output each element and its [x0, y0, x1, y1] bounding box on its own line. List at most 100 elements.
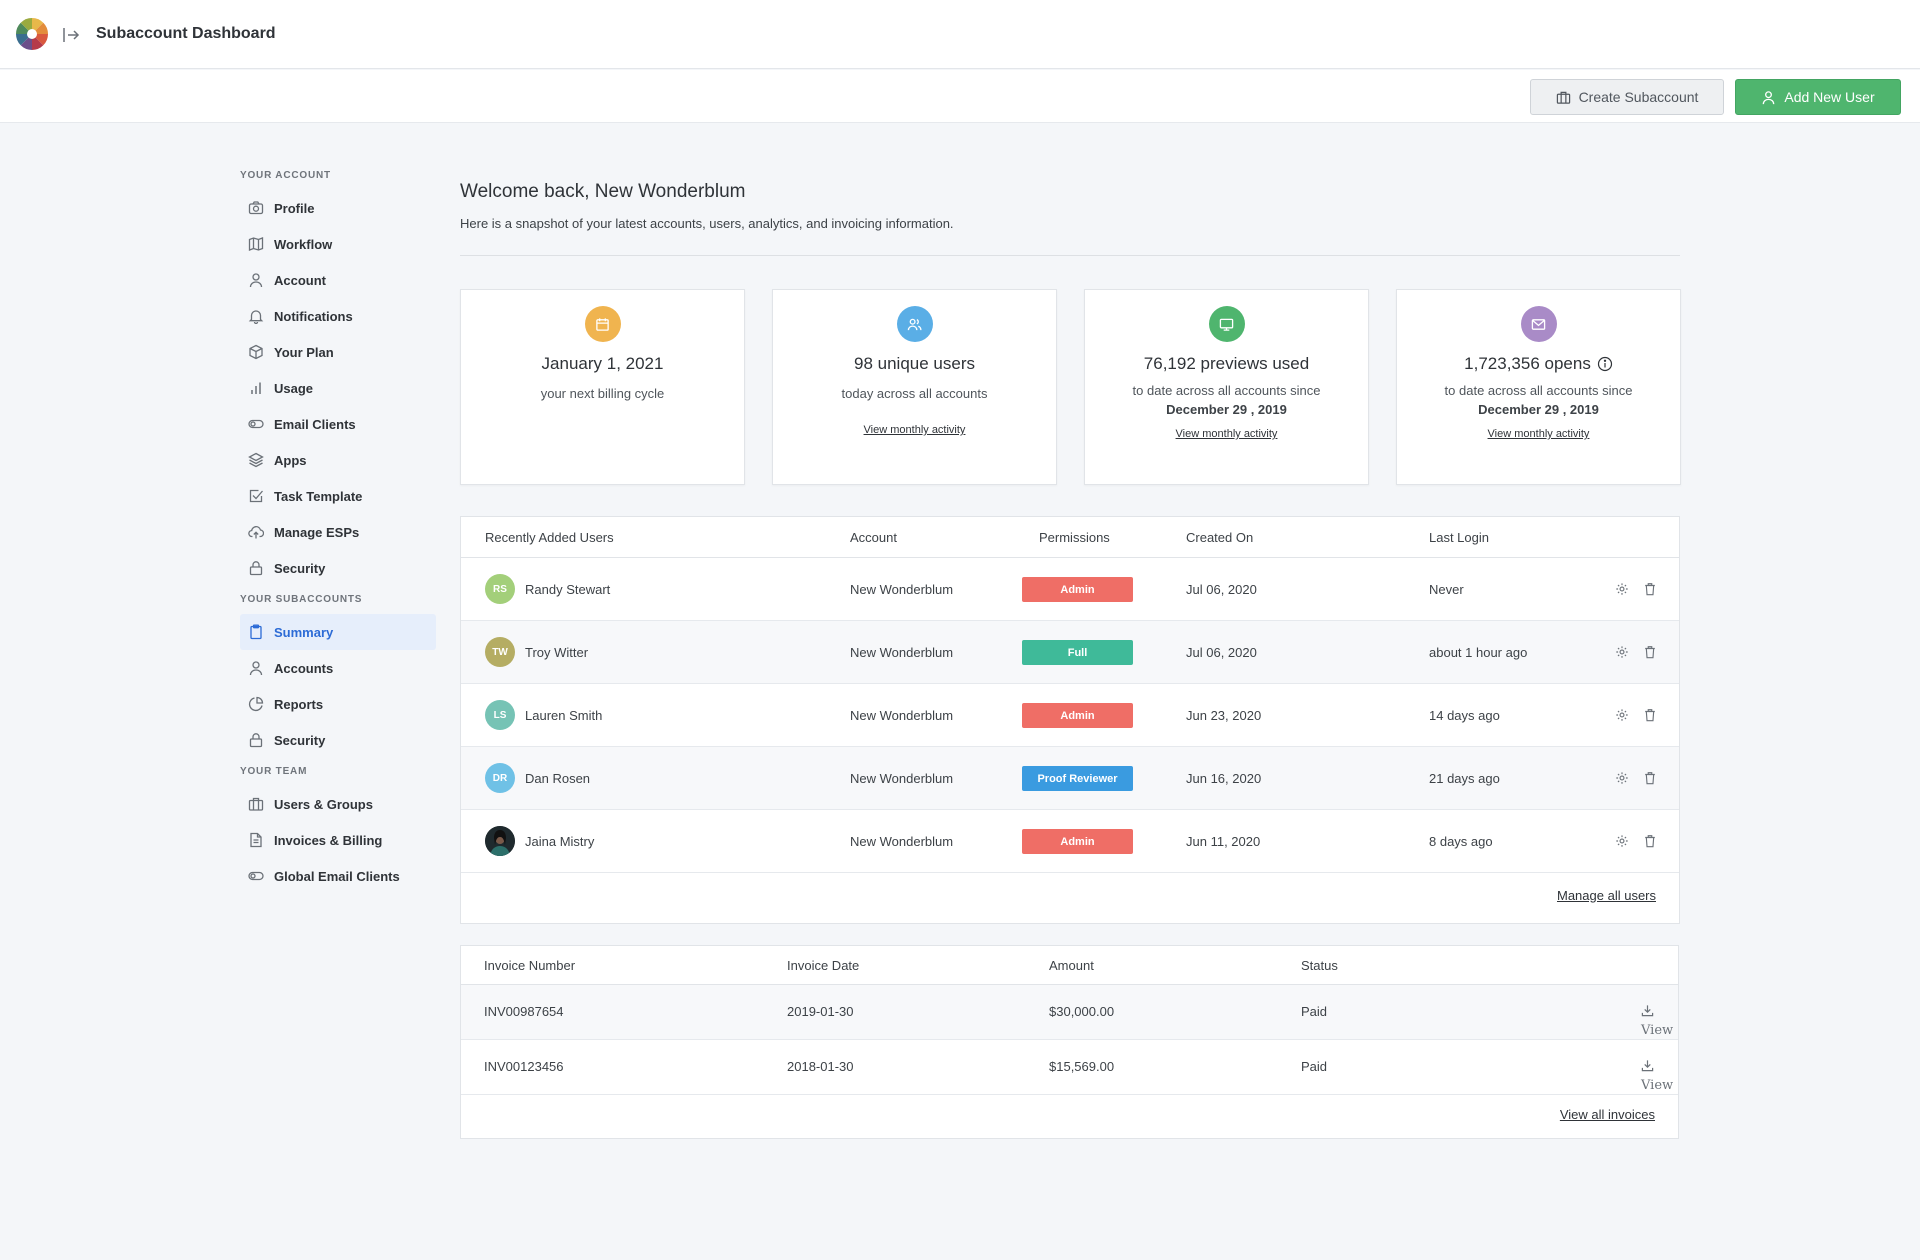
- monitor-icon-badge: [1208, 306, 1245, 342]
- user-account: New Wonderblum: [850, 771, 954, 786]
- trash-icon[interactable]: [1643, 708, 1657, 722]
- invoice-amount: $15,569.00: [1049, 1059, 1115, 1074]
- recent-users-table: Recently Added Users Account Permissions…: [460, 516, 1680, 924]
- gear-icon[interactable]: [1615, 708, 1629, 722]
- sidebar-item-apps[interactable]: Apps: [240, 442, 436, 478]
- view-label: View: [1641, 1023, 1674, 1038]
- invoices-table: Invoice Number Invoice Date Amount Statu…: [460, 945, 1679, 1139]
- view-monthly-activity-link[interactable]: View monthly activity: [1487, 428, 1590, 440]
- column-header: Permissions: [1039, 529, 1110, 545]
- sidebar-item-your-plan[interactable]: Your Plan: [240, 334, 436, 370]
- card-description: to date across all accounts since Decemb…: [1397, 381, 1680, 419]
- created-on: Jun 11, 2020: [1186, 834, 1261, 849]
- sidebar-item-label: Reports: [274, 696, 324, 712]
- column-header: Account: [850, 529, 897, 545]
- sidebar-item-label: Invoices & Billing: [274, 832, 383, 848]
- sidebar-item-label: Manage ESPs: [274, 524, 360, 540]
- table-row[interactable]: INV00987654 2019-01-30 $30,000.00 Paid V…: [461, 985, 1678, 1040]
- download-icon: [1641, 1060, 1654, 1072]
- table-row[interactable]: Jaina Mistry New Wonderblum Admin Jun 11…: [461, 810, 1679, 873]
- table-row[interactable]: LS Lauren Smith New Wonderblum Admin Jun…: [461, 684, 1679, 747]
- create-subaccount-button[interactable]: Create Subaccount: [1530, 79, 1724, 115]
- last-login: Never: [1429, 582, 1464, 597]
- monitor-icon: [1219, 318, 1234, 331]
- sidebar-item-label: Apps: [274, 452, 307, 468]
- card-stat-row: 1,723,356 opens: [1397, 354, 1680, 374]
- checkbox-icon: [249, 489, 263, 503]
- view-monthly-activity-link[interactable]: View monthly activity: [1175, 428, 1278, 440]
- sidebar-item-label: Usage: [274, 380, 314, 396]
- sidebar-section-title: YOUR SUBACCOUNTS: [240, 594, 363, 605]
- bar-chart-icon: [251, 382, 261, 394]
- table-row[interactable]: RS Randy Stewart New Wonderblum Admin Ju…: [461, 558, 1679, 621]
- view-monthly-activity-link[interactable]: View monthly activity: [863, 424, 966, 436]
- unique-users-card: 98 unique users today across all account…: [772, 289, 1057, 485]
- mail-icon-badge: [1520, 306, 1557, 342]
- sidebar-item-users-groups[interactable]: Users & Groups: [240, 786, 436, 822]
- column-header: Recently Added Users: [485, 529, 614, 545]
- sidebar-item-summary[interactable]: Summary: [240, 614, 436, 650]
- gear-icon[interactable]: [1615, 771, 1629, 785]
- camera-icon: [248, 201, 264, 215]
- sidebar-item-reports[interactable]: Reports: [240, 686, 436, 722]
- trash-icon[interactable]: [1643, 771, 1657, 785]
- sidebar-item-workflow[interactable]: Workflow: [240, 226, 436, 262]
- user-icon: [1763, 90, 1775, 104]
- toggle-icon: [248, 871, 264, 881]
- view-invoice-button[interactable]: View: [1641, 1004, 1673, 1038]
- gear-icon[interactable]: [1615, 645, 1629, 659]
- download-icon: [1641, 1005, 1654, 1017]
- sidebar-item-label: Security: [274, 732, 326, 748]
- sidebar-item-profile[interactable]: Profile: [240, 190, 436, 226]
- sidebar-item-global-email-clients[interactable]: Global Email Clients: [240, 858, 436, 894]
- sidebar-toggle-icon[interactable]: [62, 26, 80, 44]
- sidebar-item-usage[interactable]: Usage: [240, 370, 436, 406]
- table-footer: View all invoices: [461, 1095, 1678, 1139]
- view-all-invoices-link[interactable]: View all invoices: [1559, 1107, 1655, 1122]
- created-on: Jun 16, 2020: [1186, 771, 1262, 786]
- sidebar-item-accounts[interactable]: Accounts: [240, 650, 436, 686]
- sidebar-item-label: Workflow: [274, 236, 333, 252]
- trash-icon[interactable]: [1643, 645, 1657, 659]
- layers-icon: [248, 452, 264, 468]
- sidebar-item-manage-esps[interactable]: Manage ESPs: [240, 514, 436, 550]
- trash-icon[interactable]: [1643, 834, 1657, 848]
- sidebar-item-security[interactable]: Security: [240, 550, 436, 586]
- card-date: December 29 , 2019: [1085, 400, 1368, 419]
- card-stat: January 1, 2021: [541, 354, 664, 373]
- permission-badge: Full: [1022, 640, 1133, 665]
- sidebar-item-invoices-billing[interactable]: Invoices & Billing: [240, 822, 436, 858]
- briefcase-icon: [1556, 91, 1570, 104]
- last-login: 8 days ago: [1429, 834, 1493, 849]
- column-header: Invoice Date: [787, 958, 860, 973]
- sidebar-item-account[interactable]: Account: [240, 262, 436, 298]
- gear-icon[interactable]: [1615, 582, 1629, 596]
- trash-icon[interactable]: [1643, 582, 1657, 596]
- view-invoice-button[interactable]: View: [1641, 1059, 1673, 1093]
- sidebar-item-notifications[interactable]: Notifications: [240, 298, 436, 334]
- sidebar-item-label: Global Email Clients: [274, 868, 400, 884]
- sidebar-item-email-clients[interactable]: Email Clients: [240, 406, 436, 442]
- table-row[interactable]: DR Dan Rosen New Wonderblum Proof Review…: [461, 747, 1679, 810]
- add-new-user-button[interactable]: Add New User: [1735, 79, 1901, 115]
- manage-all-users-link[interactable]: Manage all users: [1557, 888, 1656, 903]
- card-description-text: to date across all accounts since: [1132, 383, 1321, 398]
- sidebar-item-label: Your Plan: [274, 344, 334, 360]
- table-body: RS Randy Stewart New Wonderblum Admin Ju…: [461, 558, 1679, 873]
- table-row[interactable]: TW Troy Witter New Wonderblum Full Jul 0…: [461, 621, 1679, 684]
- info-icon[interactable]: [1597, 356, 1613, 372]
- sidebar-item-label: Users & Groups: [274, 796, 373, 812]
- sidebar-item-task-template[interactable]: Task Template: [240, 478, 436, 514]
- app-logo[interactable]: [15, 17, 49, 51]
- gear-icon[interactable]: [1615, 834, 1629, 848]
- sidebar-item-subaccount-security[interactable]: Security: [240, 722, 436, 758]
- created-on: Jul 06, 2020: [1186, 645, 1257, 660]
- user-account: New Wonderblum: [850, 708, 954, 723]
- calendar-icon-badge: [584, 306, 621, 342]
- invoice-status: Paid: [1301, 1059, 1328, 1074]
- invoice-amount: $30,000.00: [1049, 1004, 1115, 1019]
- page-title: Welcome back, New Wonderblum: [460, 181, 746, 202]
- user-name: Troy Witter: [525, 645, 589, 660]
- table-body: INV00987654 2019-01-30 $30,000.00 Paid V…: [461, 985, 1678, 1095]
- table-row[interactable]: INV00123456 2018-01-30 $15,569.00 Paid V…: [461, 1040, 1678, 1095]
